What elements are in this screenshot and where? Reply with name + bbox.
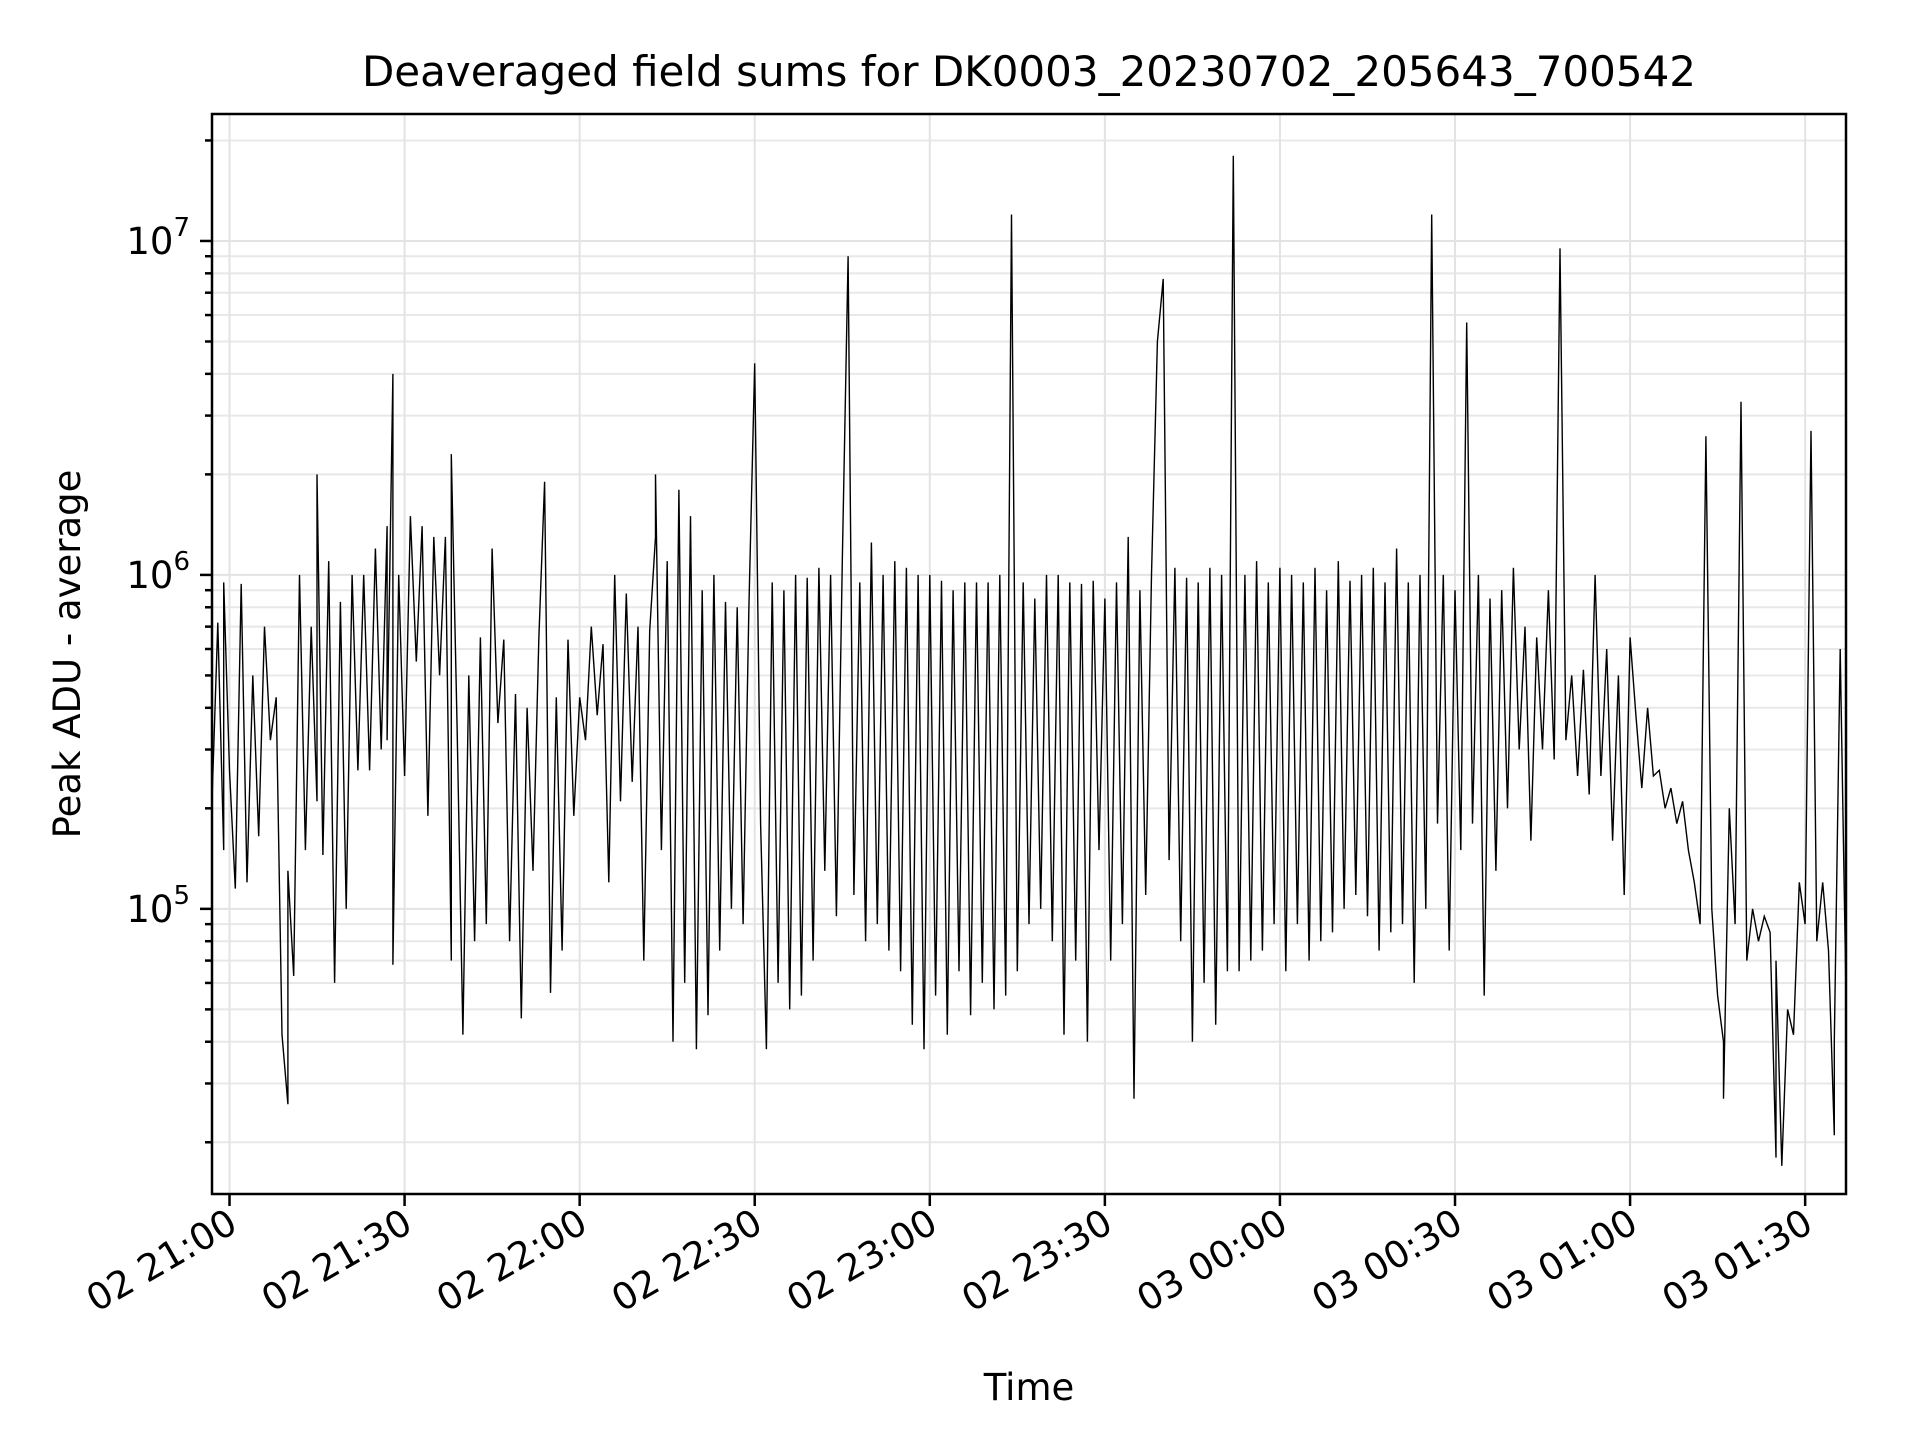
series-layer	[211, 155, 1847, 1166]
y-tick-label: 105	[126, 881, 190, 931]
y-tick-label: 106	[126, 547, 190, 597]
series-line	[211, 155, 1847, 1166]
y-axis: 105 106 107	[126, 139, 212, 1144]
y-tick-label: 107	[126, 213, 190, 263]
y-axis-label: Peak ADU - average	[46, 470, 89, 839]
plot-frame	[210, 112, 1848, 1196]
x-axis-label: Time	[983, 1366, 1075, 1409]
chart-title: Deaveraged field sums for DK0003_2023070…	[362, 47, 1696, 96]
